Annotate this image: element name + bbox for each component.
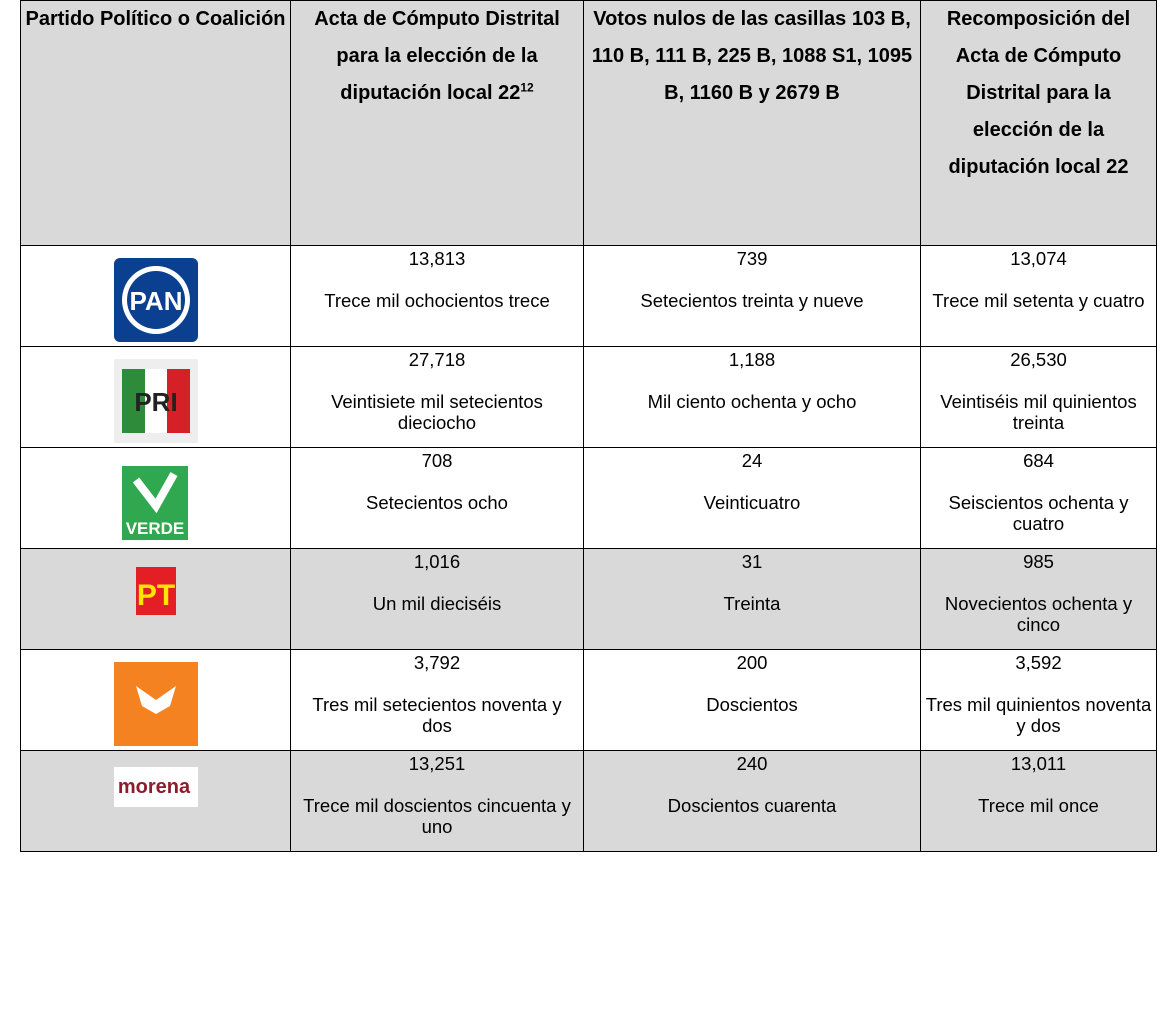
logo-text: morena [117, 776, 190, 798]
number-words: Trece mil setenta y cuatro [932, 290, 1145, 311]
number-words: Seiscientos ochenta y cuatro [948, 492, 1129, 534]
number: 27,718 [408, 349, 466, 370]
value-cell: 13,011 Trece mil once [920, 750, 1157, 852]
number: 708 [421, 450, 453, 471]
logo-bg [135, 567, 176, 615]
party-logo: morena [113, 767, 198, 807]
logo-text: PRI [134, 387, 177, 417]
party-logo: VERDE [121, 466, 188, 540]
value-cell: 13,251 Trece mil doscientos cincuenta y u… [290, 750, 584, 852]
number: 985 [1023, 551, 1054, 572]
number: 739 [736, 248, 768, 269]
number-words: Tres mil quinientos noventa y dos [925, 694, 1152, 736]
results-table: Partido Político o Coalición Acta de Cóm… [20, 0, 1157, 852]
header-text: Partido Político o Coalición [25, 8, 286, 30]
number: 13,074 [1010, 248, 1067, 269]
header-text: Acta de Cómputo Distrital para la elecci… [314, 8, 560, 104]
header-text: Votos nulos de las casillas 103 B, 110 B… [591, 8, 913, 104]
footnote-ref: 12 [520, 80, 534, 95]
number: 1,016 [413, 551, 461, 572]
number-words: Setecientos treinta y nueve [640, 290, 864, 311]
logo-cell: VERDE [20, 447, 291, 549]
logo-r [166, 369, 190, 433]
number-words: Veintiséis mil quinientos treinta [940, 391, 1137, 433]
data-row: PRI 27,718 Veintisiete mil setecientos die… [20, 346, 1157, 448]
number-words: Novecientos ochenta y cinco [944, 593, 1133, 635]
value-cell: 3,792 Tres mil setecientos noventa y dos [290, 649, 584, 751]
number: 200 [736, 652, 768, 673]
number: 240 [736, 753, 768, 774]
number-words: Veintisiete mil setecientos dieciocho [331, 391, 543, 433]
number-words: Trece mil once [978, 795, 1099, 816]
header-cell: Recomposición del Acta de Cómputo Distri… [920, 0, 1157, 246]
number: 684 [1023, 450, 1054, 471]
header-cell: Partido Político o Coalición [20, 0, 291, 246]
value-cell: 3,592 Tres mil quinientos noventa y dos [920, 649, 1157, 751]
value-cell: 27,718 Veintisiete mil setecientos diecio… [290, 346, 584, 448]
logo-mark [135, 686, 176, 714]
number-words: Doscientos cuarenta [667, 795, 837, 816]
data-row: PAN 13,813 Trece mil ochocientos trece 739 S… [20, 245, 1157, 347]
party-logo: PT [135, 567, 176, 615]
logo-g [121, 369, 145, 433]
logo-cell: PT [20, 548, 291, 650]
number-words: Trece mil ochocientos trece [324, 290, 550, 311]
number: 13,813 [408, 248, 466, 269]
data-row: PT 1,016 Un mil dieciséis 31 Treinta 985 Novec… [20, 548, 1157, 650]
party-logo: PAN [113, 258, 198, 342]
party-logo [113, 662, 198, 746]
number-words: Treinta [723, 593, 781, 614]
value-cell: 1,016 Un mil dieciséis [290, 548, 584, 650]
number-words: Tres mil setecientos noventa y dos [312, 694, 562, 736]
logo-text: VERDE [125, 519, 184, 538]
number: 13,011 [1010, 753, 1067, 774]
number-words: Un mil dieciséis [372, 593, 502, 614]
number: 3,792 [413, 652, 461, 673]
header-cell: Acta de Cómputo Distrital para la elecci… [290, 0, 584, 246]
value-cell: 24 Veinticuatro [583, 447, 921, 549]
number: 24 [741, 450, 763, 471]
number-words: Trece mil doscientos cincuenta y uno [303, 795, 571, 837]
value-cell: 200 Doscientos [583, 649, 921, 751]
value-cell: 240 Doscientos cuarenta [583, 750, 921, 852]
logo-cell: morena [20, 750, 291, 852]
number-words: Setecientos ocho [366, 492, 508, 513]
party-logo: PRI [113, 359, 198, 443]
value-cell: 708 Setecientos ocho [290, 447, 584, 549]
number: 13,251 [408, 753, 466, 774]
logo-bg [113, 767, 198, 807]
logo-inner [126, 271, 185, 329]
logo-text: PAN [129, 286, 182, 316]
value-cell: 31 Treinta [583, 548, 921, 650]
value-cell: 26,530 Veintiséis mil quinientos treinta [920, 346, 1157, 448]
logo-mark [132, 472, 177, 514]
logo-cell: PAN [20, 245, 291, 347]
value-cell: 684 Seiscientos ochenta y cuatro [920, 447, 1157, 549]
logo-cell [20, 649, 291, 751]
number: 26,530 [1010, 349, 1067, 370]
logo-w [144, 369, 167, 433]
number: 31 [741, 551, 763, 572]
value-cell: 13,813 Trece mil ochocientos trece [290, 245, 584, 347]
data-row: 3,792 Tres mil setecientos noventa y dos 2… [20, 649, 1157, 751]
number-words: Doscientos [706, 694, 798, 715]
header-cell: Votos nulos de las casillas 103 B, 110 B… [583, 0, 921, 246]
header-text: Recomposición del Acta de Cómputo Distri… [946, 8, 1131, 178]
number: 3,592 [1015, 652, 1062, 673]
number-words: Veinticuatro [703, 492, 801, 513]
number-words: Mil ciento ochenta y ocho [647, 391, 857, 412]
data-row: VERDE 708 Setecientos ocho 24 Veinticuatro 68… [20, 447, 1157, 549]
logo-cell: PRI [20, 346, 291, 448]
data-row: morena 13,251 Trece mil doscientos cincuen… [20, 750, 1157, 852]
logo-text: PT [136, 579, 174, 612]
header-row: Partido Político o Coalición Acta de Cóm… [20, 0, 1157, 246]
value-cell: 985 Novecientos ochenta y cinco [920, 548, 1157, 650]
value-cell: 739 Setecientos treinta y nueve [583, 245, 921, 347]
value-cell: 1,188 Mil ciento ochenta y ocho [583, 346, 921, 448]
number: 1,188 [728, 349, 776, 370]
value-cell: 13,074 Trece mil setenta y cuatro [920, 245, 1157, 347]
